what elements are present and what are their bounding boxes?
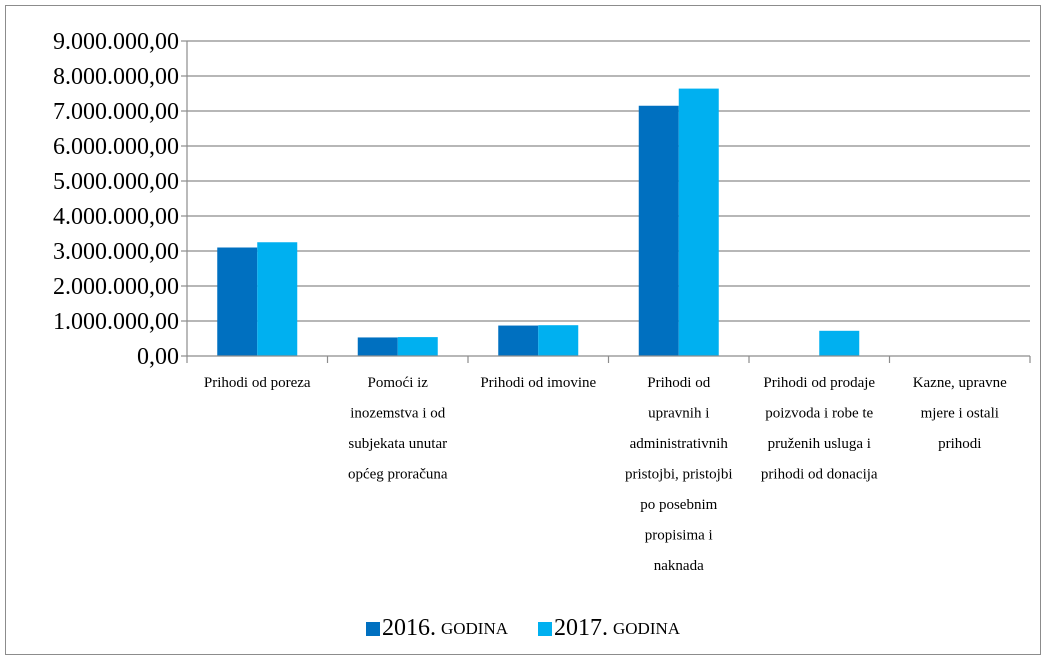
category-label: prihodi od donacija	[761, 467, 878, 483]
y-tick-label: 1.000.000,00	[53, 309, 179, 335]
category-label: Pomoći iz	[368, 375, 429, 391]
bar-2017-cat-4	[678, 88, 719, 356]
bars	[217, 88, 860, 356]
category-label: administrativnih	[630, 436, 729, 452]
y-tick-label: 7.000.000,00	[53, 99, 179, 125]
category-label: subjekata unutar	[348, 436, 447, 452]
y-tick-label: 6.000.000,00	[53, 134, 179, 160]
bar-2017-cat-2	[397, 337, 438, 356]
y-tick-label: 9.000.000,00	[53, 29, 179, 55]
category-label: Prihodi od prodaje	[763, 375, 875, 391]
category-label: Prihodi od imovine	[480, 375, 596, 391]
legend-label-2017-year: 2017.	[554, 615, 608, 641]
bar-2016-cat-3	[498, 325, 539, 356]
category-label: propisima i	[645, 528, 713, 544]
bar-2016-cat-4	[638, 105, 679, 356]
category-label: pristojbi, pristojbi	[625, 467, 733, 483]
y-tick-label: 5.000.000,00	[53, 169, 179, 195]
category-label: općeg proračuna	[348, 467, 448, 483]
axes	[181, 40, 1031, 363]
category-label: naknada	[654, 558, 704, 574]
bar-2016-cat-2	[357, 337, 398, 356]
legend-label-2016-year: 2016.	[381, 615, 436, 641]
y-axis-tick-labels: 0,00 1.000.000,00 2.000.000,00 3.000.000,00…	[53, 29, 179, 370]
legend-swatch-2016	[365, 621, 380, 636]
category-labels: Prihodi od poreza Pomoći iz inozemstva i o…	[204, 375, 1007, 574]
category-label: poizvoda i robe te	[765, 406, 873, 422]
bar-2016-cat-1	[217, 247, 258, 356]
category-label: Prihodi od poreza	[204, 375, 311, 391]
category-label: Prihodi od	[647, 375, 710, 391]
y-tick-label: 2.000.000,00	[53, 274, 179, 300]
legend-item-2016: 2016. GODINA	[365, 615, 508, 642]
legend-swatch-2017	[538, 621, 552, 636]
y-tick-label: 8.000.000,00	[53, 64, 179, 90]
legend-item-2017: 2017. GODINA	[538, 615, 680, 642]
category-label: mjere i ostali	[921, 406, 999, 422]
category-label: pruženih usluga i	[768, 436, 871, 452]
bar-2017-cat-3	[538, 325, 579, 356]
category-label: Kazne, upravne	[913, 375, 1007, 391]
category-label: po posebnim	[640, 497, 717, 513]
y-tick-label: 3.000.000,00	[53, 239, 179, 265]
legend: 2016. GODINA 2017. GODINA	[0, 615, 1046, 642]
legend-label-2016-word: GODINA	[440, 618, 508, 638]
bar-2017-cat-1	[257, 242, 298, 356]
category-label: inozemstva i od	[350, 406, 445, 422]
bar-2017-cat-5	[819, 330, 860, 356]
y-tick-label: 0,00	[137, 344, 179, 370]
gridlines	[187, 40, 1030, 322]
category-label: upravnih i	[648, 406, 709, 422]
y-tick-label: 4.000.000,00	[53, 204, 179, 230]
legend-label-2017-word: GODINA	[613, 618, 681, 638]
category-label: prihodi	[938, 436, 981, 452]
